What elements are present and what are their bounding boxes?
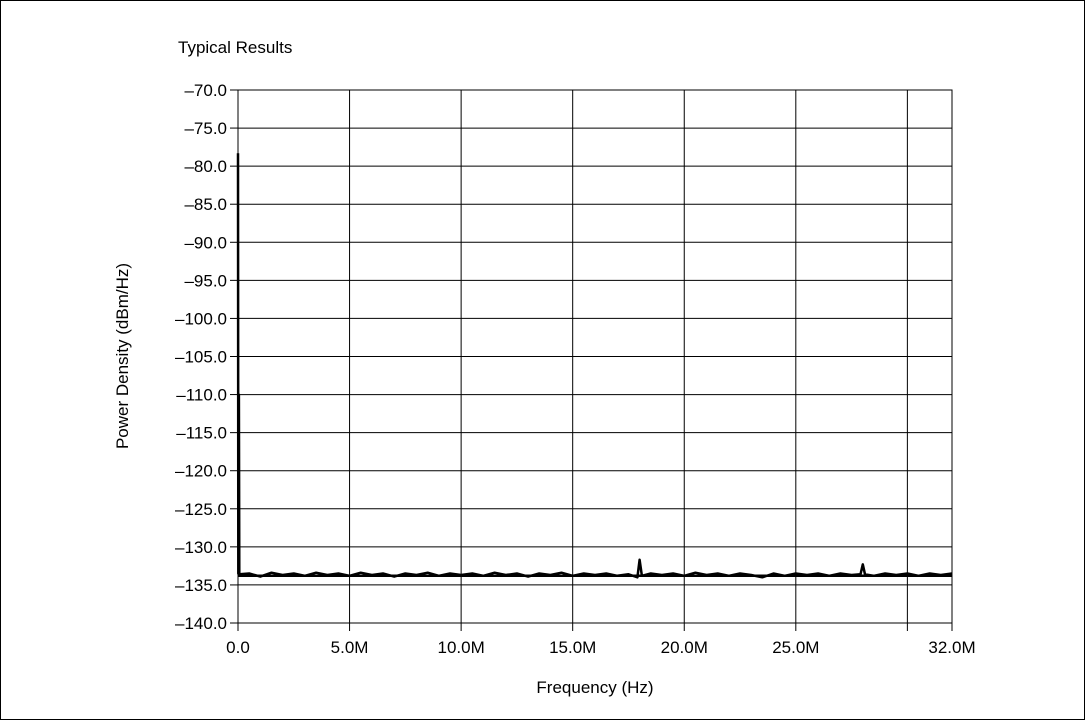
y-tick-label: –70.0 xyxy=(184,81,227,100)
tick-layer: –70.0 –75.0 –80.0 –85.0 –90.0 –95.0 –100.0 –105… xyxy=(175,81,976,657)
x-tick-label: 25.0M xyxy=(772,638,819,657)
x-tick-label: 15.0M xyxy=(549,638,596,657)
series-line xyxy=(236,153,953,579)
x-tick-label: 5.0M xyxy=(331,638,369,657)
y-axis-label: Power Density (dBm/Hz) xyxy=(113,263,132,449)
series-layer xyxy=(236,153,953,579)
y-tick-label: –115.0 xyxy=(176,424,227,443)
x-tick-label: 10.0M xyxy=(438,638,485,657)
x-tick-label: 32.0M xyxy=(928,638,975,657)
chart-title: Typical Results xyxy=(178,38,292,57)
x-tick-label: 20.0M xyxy=(661,638,708,657)
y-tick-label: –95.0 xyxy=(184,271,227,290)
y-tick-label: –85.0 xyxy=(184,195,227,214)
grid-layer xyxy=(237,89,953,624)
y-tick-label: –135.0 xyxy=(175,576,227,595)
x-tick-label: 0.0 xyxy=(226,638,250,657)
y-tick-label: –80.0 xyxy=(184,157,227,176)
plot-area-border xyxy=(237,89,953,624)
y-tick-label: –90.0 xyxy=(184,233,227,252)
y-tick-label: –105.0 xyxy=(175,348,227,367)
y-tick-label: –75.0 xyxy=(184,119,227,138)
y-tick-label: –110.0 xyxy=(176,386,227,405)
y-tick-label: –120.0 xyxy=(175,462,227,481)
x-axis-label: Frequency (Hz) xyxy=(536,678,653,697)
y-tick-label: –100.0 xyxy=(175,309,227,328)
y-tick-label: –140.0 xyxy=(175,614,227,633)
y-tick-label: –125.0 xyxy=(175,500,227,519)
y-tick-label: –130.0 xyxy=(175,538,227,557)
